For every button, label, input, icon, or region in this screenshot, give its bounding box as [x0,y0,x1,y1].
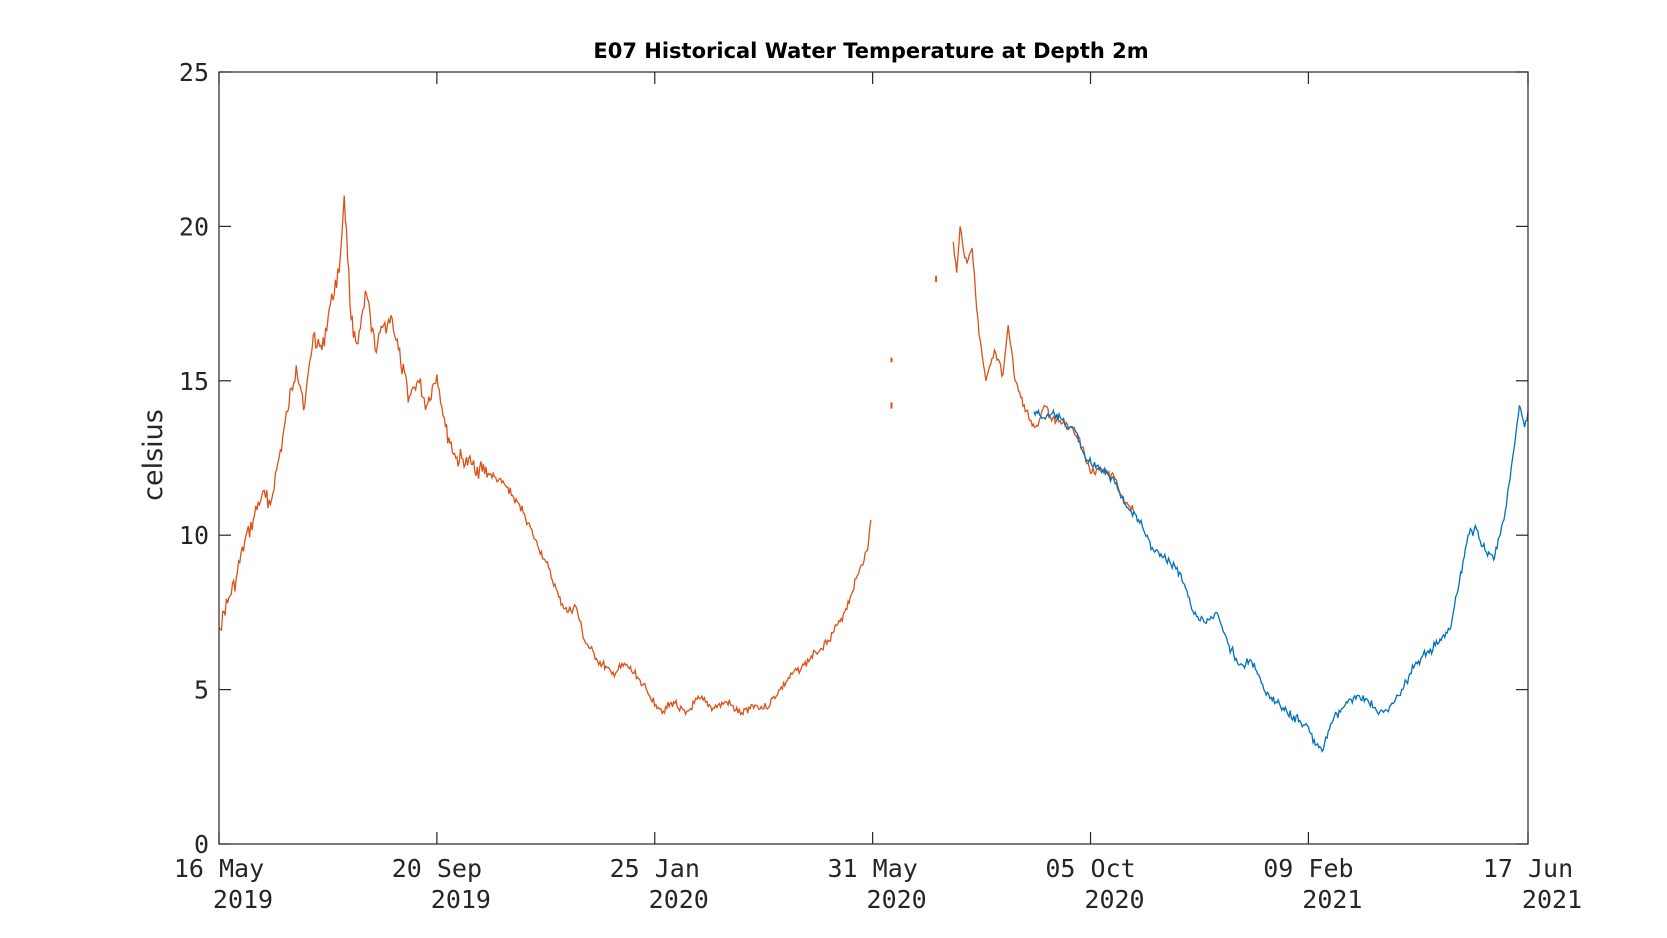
chart-title: E07 Historical Water Temperature at Dept… [593,39,1148,63]
x-tick-label-3: 31 May [827,854,917,883]
x-tick-year-2: 2020 [649,885,709,914]
y-tick-label-0: 0 [194,830,209,859]
x-tick-year-6: 2021 [1522,885,1582,914]
y-tick-label-3: 15 [179,367,209,396]
plot-frame [218,71,1529,845]
x-tick-label-5: 09 Feb [1263,854,1353,883]
y-axis-label: celsius [138,409,169,501]
x-tick-label-4: 05 Oct [1045,854,1135,883]
plot-series [218,195,1529,753]
x-tick-year-1: 2019 [431,885,491,914]
series-0 [218,195,1135,717]
x-tick-year-3: 2020 [867,885,927,914]
x-tick-label-1: 20 Sep [392,854,482,883]
x-tick-year-0: 2019 [213,885,273,914]
x-tick-label-6: 17 Jun [1483,854,1573,883]
series-1-segment-0 [1033,405,1529,753]
series-1 [1033,405,1529,753]
y-tick-label-5: 25 [179,58,209,87]
x-tick-year-4: 2020 [1084,885,1144,914]
x-tick-label-0: 16 May [174,854,264,883]
series-0-segment-0 [218,195,872,717]
x-tick-year-5: 2021 [1302,885,1362,914]
y-tick-label-1: 5 [194,676,209,705]
y-tick-label-4: 20 [179,212,209,241]
y-axis: 0 5 10 15 20 25 [179,58,1528,859]
y-tick-label-2: 10 [179,521,209,550]
x-tick-label-2: 25 Jan [610,854,700,883]
series-0-segment-4 [952,226,1135,511]
